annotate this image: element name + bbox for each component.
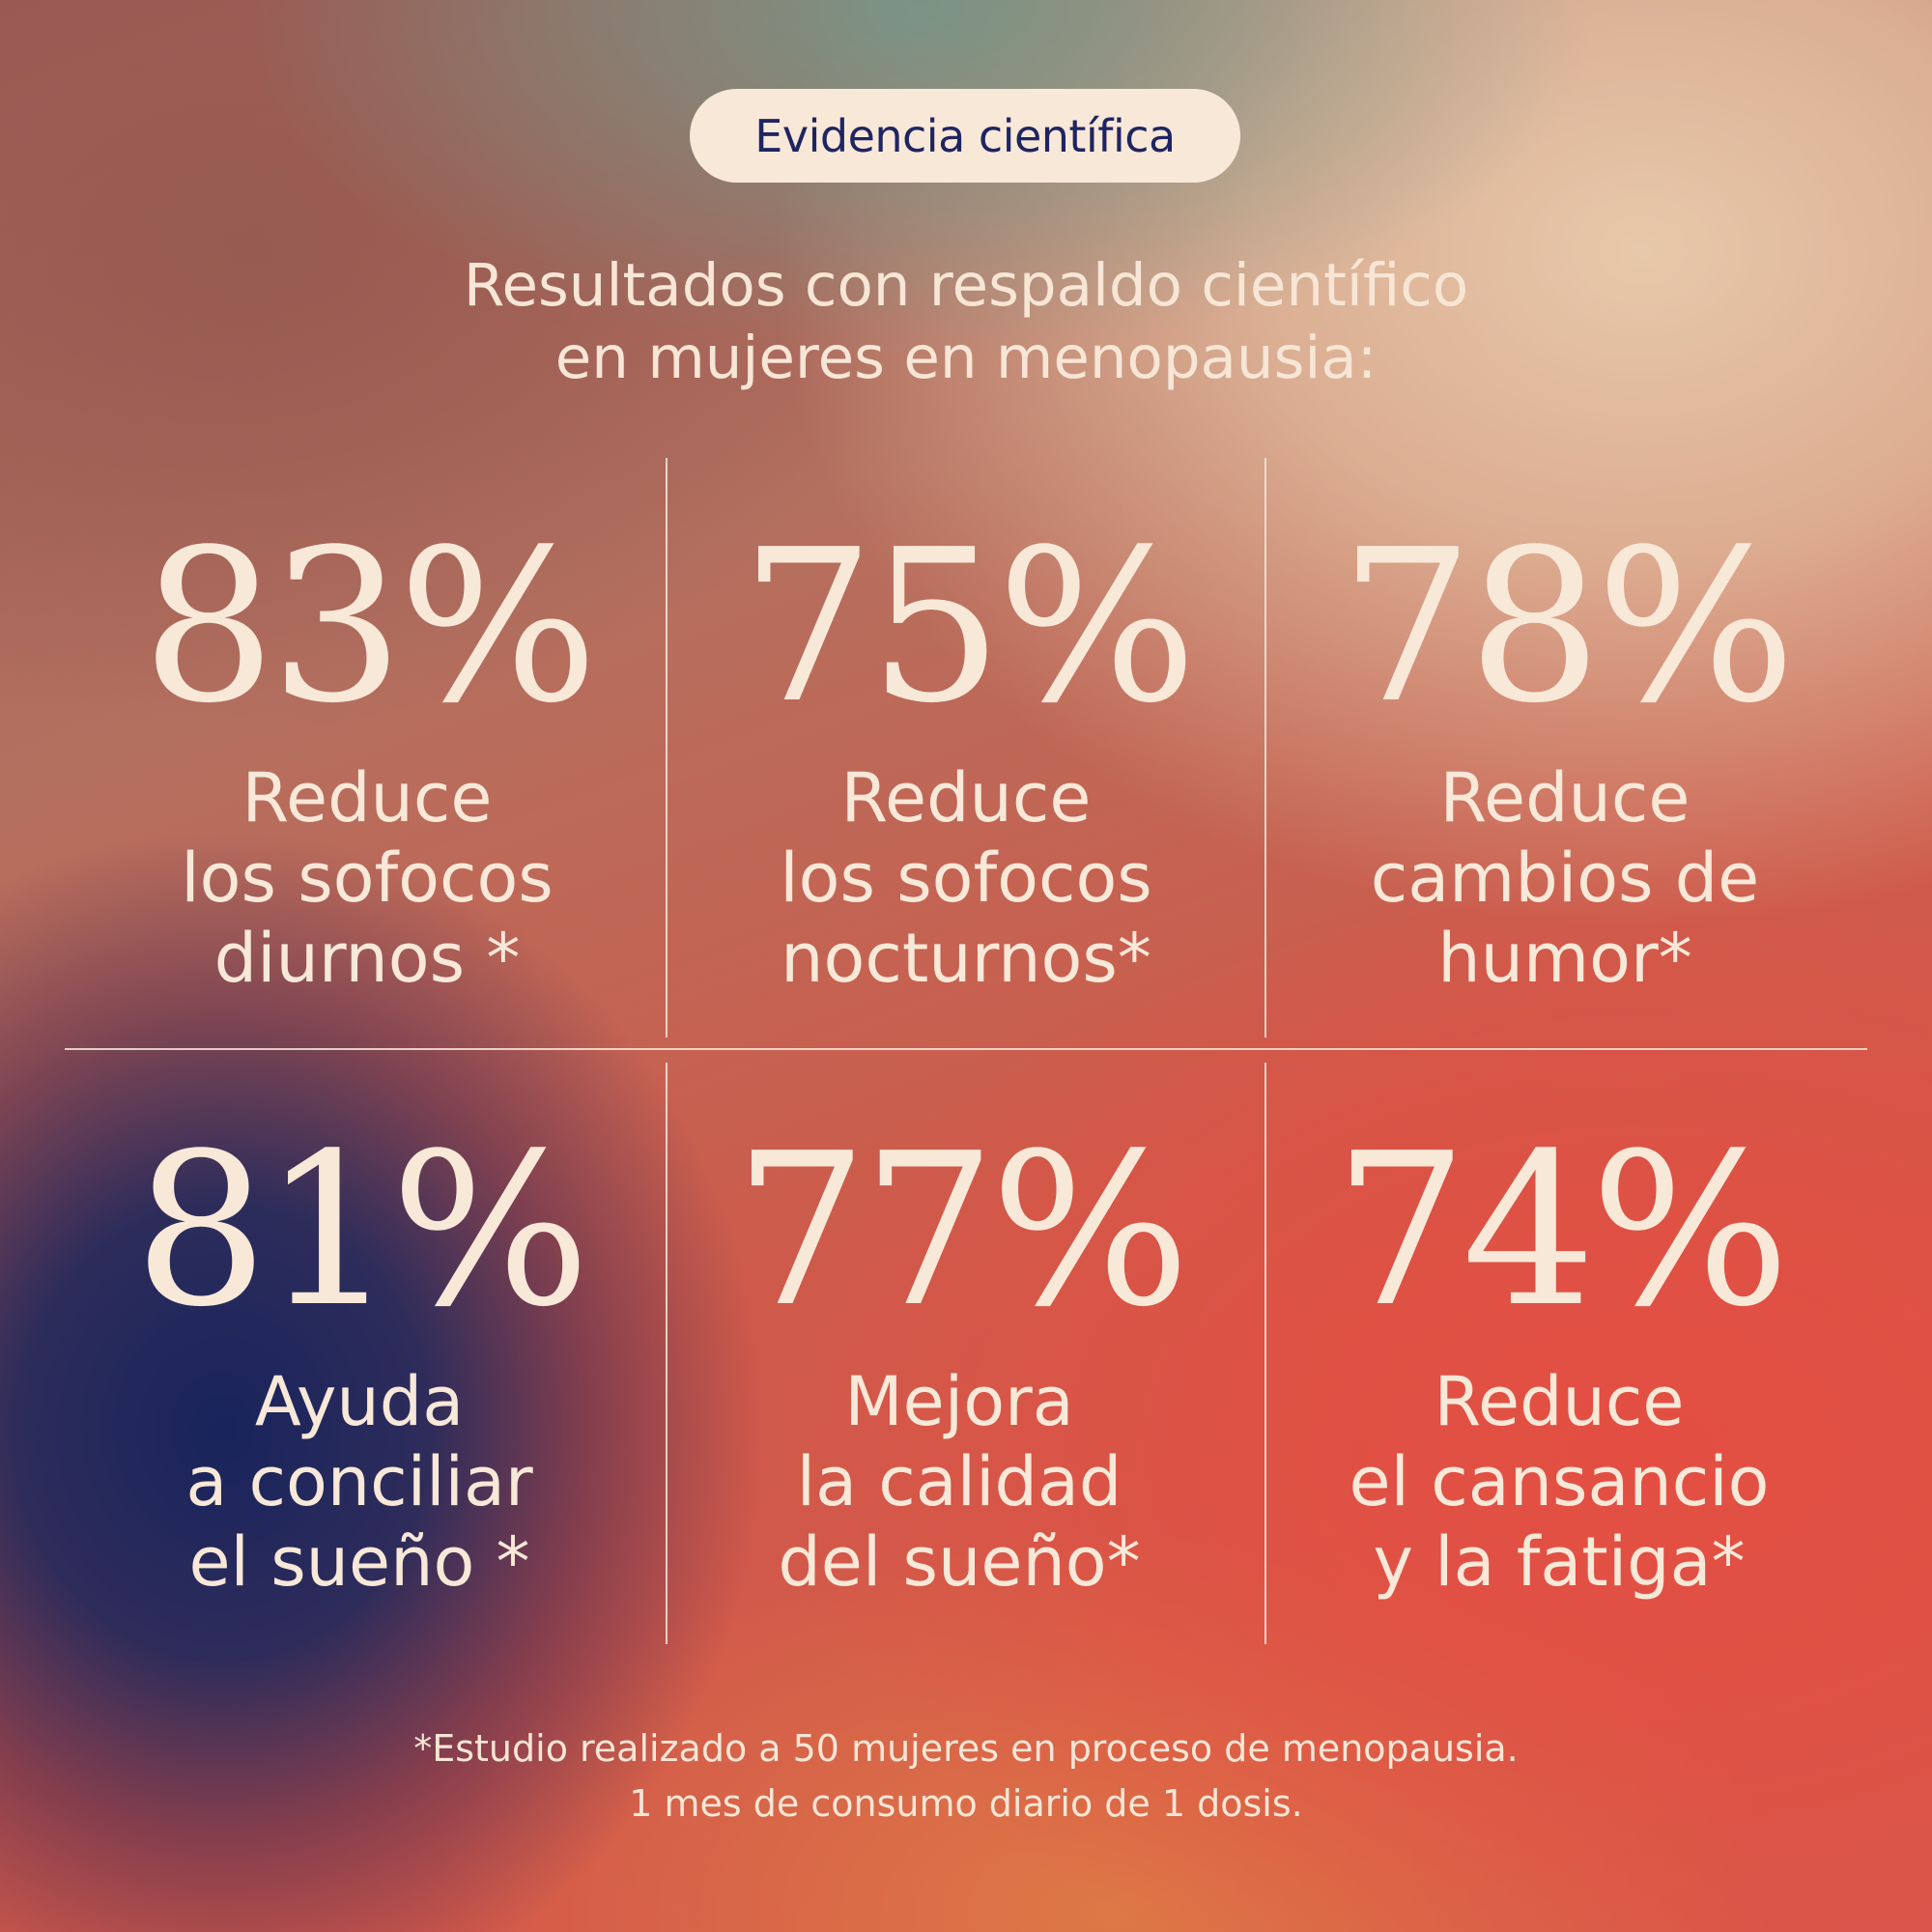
divider-vertical-top-right [1264,458,1266,1037]
stat-percentage: 83% [141,505,599,750]
stat-card: 81% Ayuda a conciliar el sueño * [70,1121,649,1603]
divider-vertical-bottom-left [666,1063,668,1644]
stat-card: 75% Reduce los sofocos nocturnos* [676,517,1256,999]
stat-description: Reduce los sofocos diurnos * [181,758,554,998]
evidence-badge: Evidencia científica [690,89,1240,183]
study-footnote: *Estudio realizado a 50 mujeres en proce… [413,1727,1519,1825]
stat-card: 74% Reduce el cansancio y la fatiga* [1269,1121,1849,1603]
divider-vertical-bottom-right [1264,1063,1266,1644]
stat-percentage: 75% [740,505,1198,750]
stat-card: 78% Reduce cambios de humor* [1275,517,1855,999]
stat-description: Reduce los sofocos nocturnos* [780,758,1152,998]
divider-horizontal [65,1048,1867,1050]
stat-description: Reduce cambios de humor* [1370,758,1760,998]
stat-card: 83% Reduce los sofocos diurnos * [77,517,657,999]
divider-vertical-top-left [666,458,668,1037]
stat-description: Reduce el cansancio y la fatiga* [1349,1362,1770,1602]
stat-percentage: 74% [1333,1109,1791,1353]
stat-percentage: 78% [1339,505,1797,750]
page-subtitle: Resultados con respaldo científico en mu… [463,251,1469,392]
stat-description: Mejora la calidad del sueño* [778,1362,1141,1602]
stat-percentage: 77% [733,1109,1191,1353]
evidence-badge-label: Evidencia científica [754,109,1176,162]
stat-description: Ayuda a conciliar el sueño * [185,1362,533,1602]
stat-card: 77% Mejora la calidad del sueño* [669,1121,1249,1603]
stat-percentage: 81% [133,1109,591,1353]
